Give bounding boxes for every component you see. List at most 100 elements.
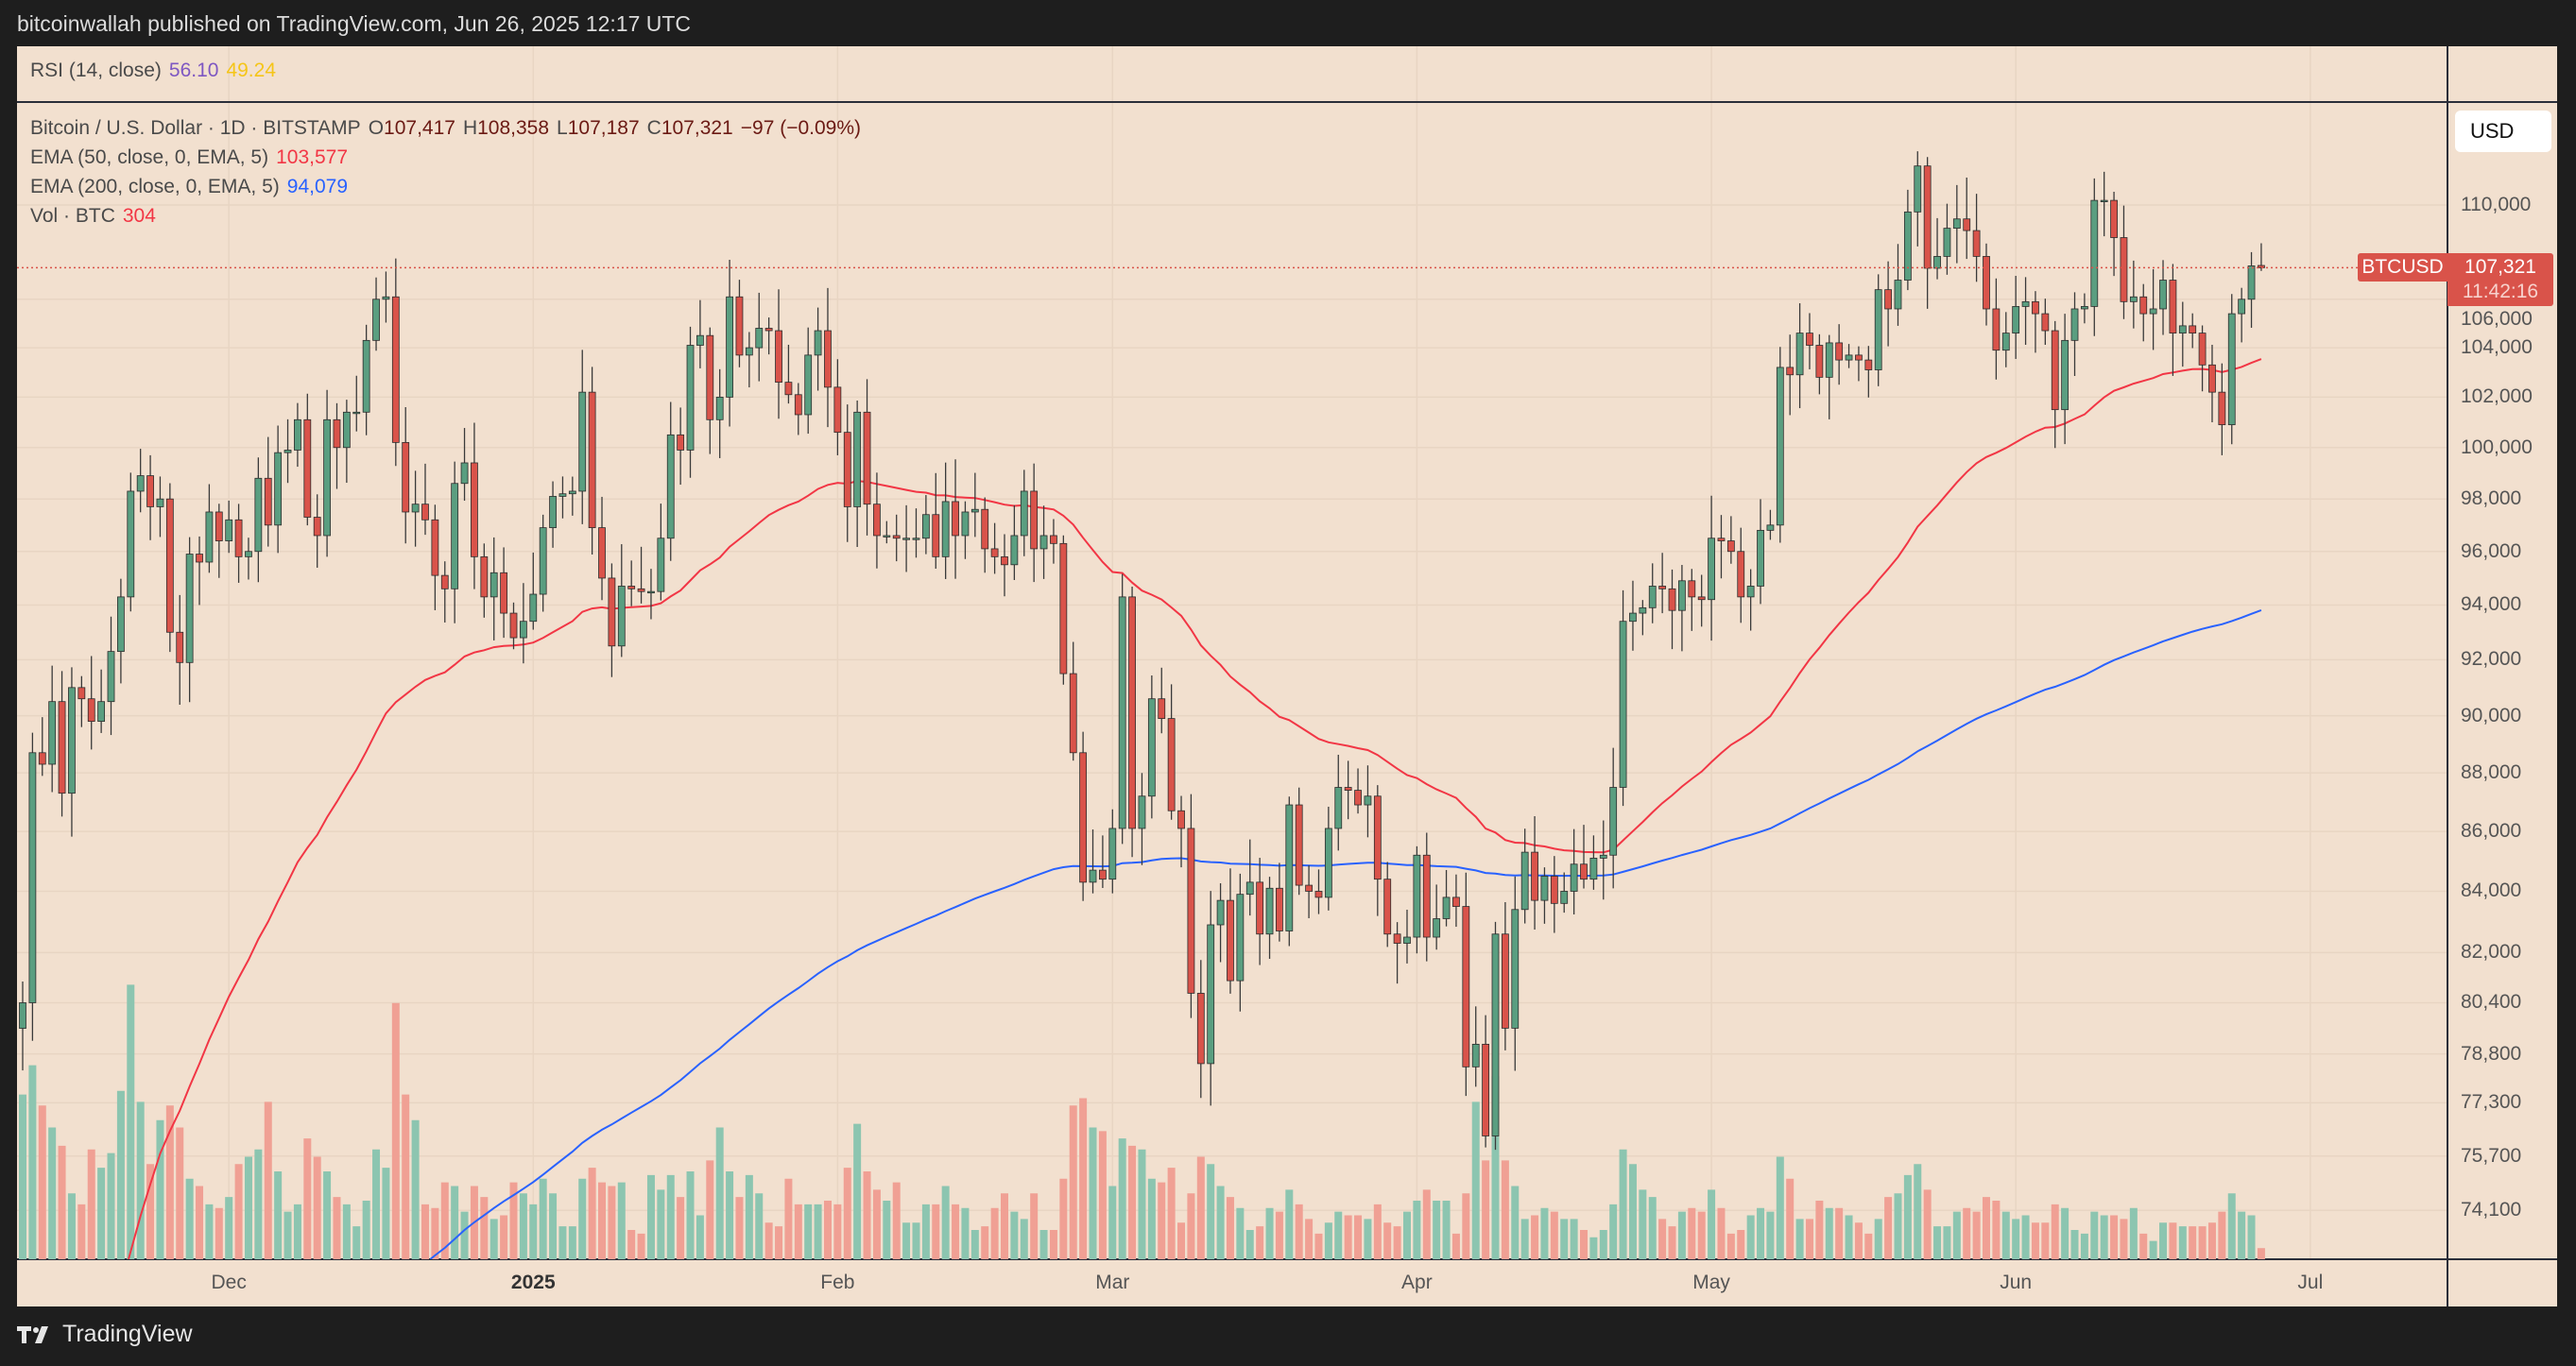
candle-body <box>1668 588 1676 611</box>
volume-bar <box>2169 1222 2177 1259</box>
candle-body <box>1344 787 1352 791</box>
volume-bar <box>1580 1230 1589 1259</box>
volume-bar <box>677 1197 685 1259</box>
candle-body <box>48 701 57 765</box>
gridlines <box>17 46 2447 1259</box>
candle-body <box>176 631 184 663</box>
symbol-legend[interactable]: Bitcoin / U.S. Dollar · 1D · BITSTAMP O10… <box>30 117 868 140</box>
volume-bar <box>1295 1204 1303 1259</box>
candle-body <box>1864 359 1873 370</box>
candle-body <box>1806 333 1813 346</box>
candle-body <box>1933 256 1941 269</box>
ohlc-high: H108,358 <box>462 117 550 139</box>
candle-body <box>1373 795 1382 880</box>
candle-body <box>2100 199 2108 203</box>
volume-legend[interactable]: Vol · BTC 304 <box>30 205 163 228</box>
candle-body <box>68 687 76 794</box>
candle-body <box>2001 333 2010 351</box>
candle-body <box>1639 606 1647 614</box>
volume-bar <box>2159 1222 2168 1259</box>
candle-body <box>1167 718 1176 811</box>
volume-bar <box>362 1201 370 1259</box>
candle-body <box>1147 698 1156 797</box>
candle-body <box>1265 887 1274 935</box>
candles <box>19 151 2265 1151</box>
candle-body <box>1196 993 1205 1065</box>
volume-bar <box>19 1094 26 1259</box>
volume-bar <box>244 1156 252 1259</box>
volume-bar <box>1285 1189 1294 1259</box>
candle-body <box>1471 1043 1480 1067</box>
volume-bar <box>617 1182 626 1259</box>
candle-body <box>2061 339 2069 411</box>
candle-body <box>1757 529 1764 587</box>
candle-body <box>1354 790 1362 806</box>
volume-bar <box>578 1178 587 1259</box>
candle-body <box>1462 906 1470 1067</box>
rsi-label: RSI (14, close) <box>30 60 162 81</box>
candle-body <box>1570 863 1578 892</box>
candle-body <box>1708 538 1715 601</box>
volume-bar <box>823 1201 832 1259</box>
volume-bar <box>1314 1233 1323 1259</box>
candle-body <box>19 1002 26 1029</box>
price-tick-label: 94,000 <box>2461 593 2522 616</box>
candle-body <box>1914 165 1922 213</box>
candle-body <box>196 554 203 563</box>
candle-body <box>1776 367 1784 526</box>
tradingview-brand[interactable]: TradingView <box>17 1321 193 1348</box>
volume-bar <box>2051 1204 2059 1259</box>
volume-bar <box>833 1204 842 1259</box>
volume-bar <box>804 1204 813 1259</box>
volume-value: 304 <box>122 205 156 227</box>
candle-body <box>2021 300 2030 307</box>
candle-body <box>1393 933 1401 944</box>
price-tick-label: 82,000 <box>2461 941 2522 964</box>
volume-bar <box>666 1174 675 1259</box>
candle-body <box>1874 289 1882 370</box>
candle-body <box>1364 795 1372 806</box>
volume-bar <box>921 1204 930 1259</box>
candle-body <box>1766 524 1775 531</box>
ema200-legend[interactable]: EMA (200, close, 0, EMA, 5) 94,079 <box>30 176 355 198</box>
candle-body <box>2090 199 2099 307</box>
ema50-legend[interactable]: EMA (50, close, 0, EMA, 5) 103,577 <box>30 146 355 169</box>
candle-body <box>2189 325 2197 334</box>
volume-bar <box>2070 1230 2079 1259</box>
volume-bar <box>1884 1197 1893 1259</box>
volume-bar <box>28 1065 37 1259</box>
candle-body <box>1158 698 1166 720</box>
volume-bar <box>2110 1215 2119 1259</box>
volume-bar <box>1491 1076 1500 1259</box>
candle-body <box>970 508 979 513</box>
price-tick-label: 110,000 <box>2461 194 2532 215</box>
currency-button[interactable]: USD <box>2455 111 2551 152</box>
ema200-line <box>429 608 2262 1259</box>
volume-bar <box>1256 1226 1264 1259</box>
volume-bar <box>87 1149 95 1259</box>
chart-panel[interactable] <box>17 46 2557 1306</box>
volume-bar <box>843 1168 851 1259</box>
candle-body <box>28 752 37 1003</box>
candle-body <box>1658 586 1667 589</box>
candle-body <box>480 555 489 598</box>
candle-body <box>921 514 930 539</box>
volume-bar <box>2257 1248 2265 1259</box>
volume-bar <box>1207 1164 1215 1259</box>
candle-body <box>1884 289 1892 310</box>
last-price-value: 107,321 <box>2464 256 2536 278</box>
candle-body <box>136 475 145 492</box>
candle-body <box>608 577 616 647</box>
volume-bar <box>539 1178 547 1259</box>
volume-bar <box>391 1002 400 1259</box>
ema200-value: 94,079 <box>286 176 349 197</box>
volume-bar <box>1746 1215 1755 1259</box>
rsi-legend[interactable]: RSI (14, close) 56.10 49.24 <box>30 60 283 82</box>
volume-bar <box>794 1204 802 1259</box>
volume-bar <box>274 1171 283 1259</box>
volume-bar <box>1786 1178 1795 1259</box>
ohlc-open: O107,417 <box>368 117 455 139</box>
candle-body <box>1726 540 1735 553</box>
rsi-value: 56.10 <box>168 60 219 81</box>
